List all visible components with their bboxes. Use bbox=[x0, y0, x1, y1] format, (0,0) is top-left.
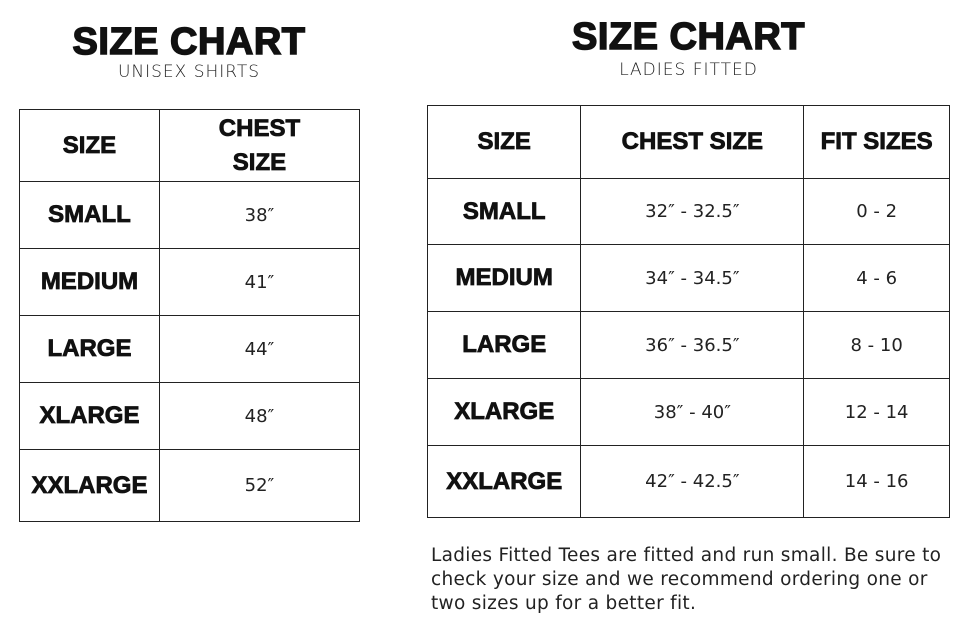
chest-cell: 42″ - 42.5″ bbox=[580, 445, 805, 518]
size-cell: XXLARGE bbox=[19, 449, 160, 522]
chest-cell: 41″ bbox=[158, 248, 361, 316]
size-cell: MEDIUM bbox=[426, 244, 582, 312]
fit-cell: 4 - 6 bbox=[803, 244, 950, 312]
table-row: MEDIUM 41″ bbox=[19, 248, 361, 316]
table-row: MEDIUM 34″ - 34.5″ 4 - 6 bbox=[426, 244, 950, 312]
table-row: SMALL 38″ bbox=[19, 181, 361, 249]
chest-cell: 38″ - 40″ bbox=[580, 378, 805, 446]
chest-cell: 32″ - 32.5″ bbox=[580, 178, 805, 245]
chest-cell: 34″ - 34.5″ bbox=[580, 244, 805, 312]
ladies-fit-note: Ladies Fitted Tees are fitted and run sm… bbox=[431, 545, 942, 614]
fit-cell: 8 - 10 bbox=[803, 311, 950, 379]
ladies-size-table: SIZE CHEST SIZE FIT SIZES SMALL 32″ - 32.… bbox=[426, 105, 950, 518]
ladies-subtitle: LADIES FITTED bbox=[619, 60, 758, 80]
table-row: XLARGE 38″ - 40″ 12 - 14 bbox=[426, 378, 950, 446]
header-fit-sizes: FIT SIZES bbox=[803, 105, 950, 179]
table-header-row: SIZE CHEST SIZE bbox=[19, 109, 361, 182]
header-size: SIZE bbox=[426, 105, 582, 179]
chest-cell: 52″ bbox=[158, 449, 361, 522]
size-cell: XLARGE bbox=[19, 382, 160, 450]
size-cell: LARGE bbox=[426, 311, 582, 379]
unisex-title: SIZE CHART bbox=[72, 21, 306, 63]
size-cell: LARGE bbox=[19, 315, 160, 383]
ladies-title: SIZE CHART bbox=[571, 16, 805, 58]
chest-cell: 48″ bbox=[158, 382, 361, 450]
table-row: LARGE 36″ - 36.5″ 8 - 10 bbox=[426, 311, 950, 379]
table-header-row: SIZE CHEST SIZE FIT SIZES bbox=[426, 105, 950, 179]
chest-cell: 36″ - 36.5″ bbox=[580, 311, 805, 379]
header-size: SIZE bbox=[19, 109, 160, 182]
table-row: XXLARGE 42″ - 42.5″ 14 - 16 bbox=[426, 445, 950, 518]
fit-cell: 14 - 16 bbox=[803, 445, 950, 518]
size-cell: SMALL bbox=[19, 181, 160, 249]
table-row: SMALL 32″ - 32.5″ 0 - 2 bbox=[426, 178, 950, 245]
unisex-size-table: SIZE CHEST SIZE SMALL 38″ MEDIUM 41″ LARGE… bbox=[19, 109, 361, 522]
unisex-subtitle: UNISEX SHIRTS bbox=[117, 62, 261, 82]
fit-cell: 12 - 14 bbox=[803, 378, 950, 446]
fit-cell: 0 - 2 bbox=[803, 178, 950, 245]
header-chest-size: CHEST SIZE bbox=[158, 109, 361, 182]
size-cell: XXLARGE bbox=[426, 445, 582, 518]
size-cell: MEDIUM bbox=[19, 248, 160, 316]
size-cell: XLARGE bbox=[426, 378, 582, 446]
header-chest-size: CHEST SIZE bbox=[580, 105, 805, 179]
size-cell: SMALL bbox=[426, 178, 582, 245]
chest-cell: 38″ bbox=[158, 181, 361, 249]
table-row: XXLARGE 52″ bbox=[19, 449, 361, 522]
table-row: XLARGE 48″ bbox=[19, 382, 361, 450]
chest-cell: 44″ bbox=[158, 315, 361, 383]
table-row: LARGE 44″ bbox=[19, 315, 361, 383]
